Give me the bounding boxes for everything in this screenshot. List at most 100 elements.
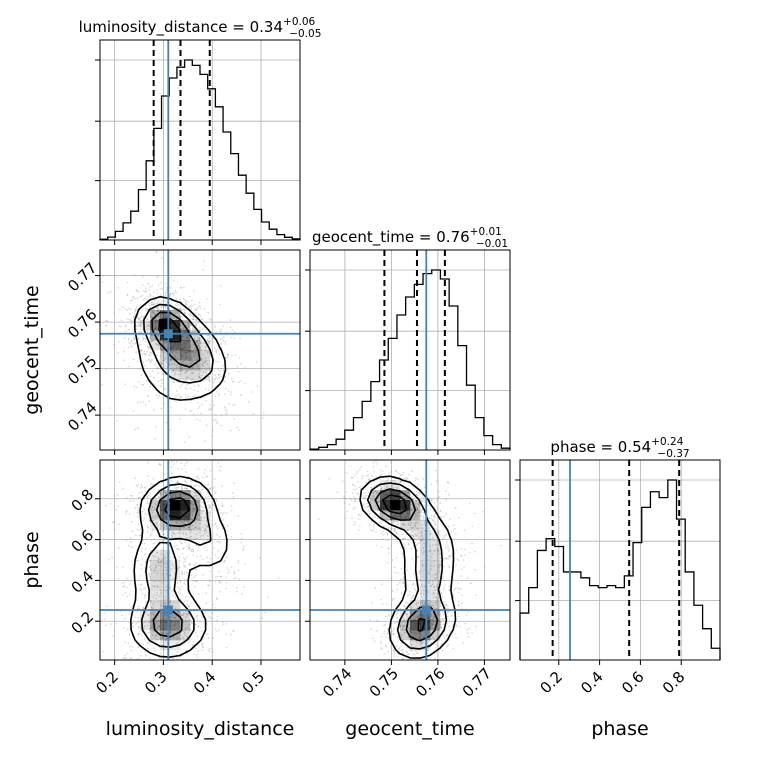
scatter-point <box>403 604 406 607</box>
scatter-point <box>180 396 182 399</box>
scatter-point <box>137 511 140 514</box>
scatter-point <box>197 337 199 339</box>
scatter-point <box>153 291 155 293</box>
scatter-point <box>346 472 348 475</box>
scatter-point <box>187 301 189 303</box>
scatter-point <box>208 409 211 411</box>
scatter-point <box>164 294 167 297</box>
scatter-point <box>369 529 372 531</box>
scatter-point <box>165 300 167 303</box>
scatter-point <box>172 294 175 297</box>
scatter-point <box>172 565 174 567</box>
scatter-point <box>192 508 194 510</box>
scatter-point <box>179 540 182 543</box>
scatter-point <box>180 287 182 289</box>
scatter-point <box>128 594 131 596</box>
scatter-point <box>198 334 200 337</box>
scatter-point <box>158 496 160 499</box>
scatter-point <box>93 374 95 376</box>
scatter-point <box>218 541 220 543</box>
scatter-point <box>126 652 128 655</box>
scatter-point <box>161 632 163 634</box>
scatter-point <box>151 606 153 609</box>
scatter-point <box>195 518 198 520</box>
scatter-point <box>191 372 193 374</box>
scatter-point <box>403 477 406 480</box>
scatter-point <box>130 340 133 343</box>
scatter-point <box>447 611 450 613</box>
scatter-point <box>165 632 168 635</box>
scatter-point <box>442 588 445 591</box>
scatter-point <box>176 307 179 310</box>
density-cell <box>170 340 181 351</box>
scatter-point <box>174 289 176 292</box>
scatter-point <box>435 635 437 637</box>
scatter-point <box>445 498 448 501</box>
scatter-point <box>208 340 210 343</box>
scatter-point <box>165 598 167 601</box>
scatter-point <box>138 331 141 334</box>
scatter-point <box>383 630 386 633</box>
scatter-point <box>177 548 179 550</box>
scatter-point <box>139 320 142 323</box>
scatter-point <box>154 665 156 667</box>
scatter-point <box>137 290 139 293</box>
scatter-point <box>210 617 213 619</box>
scatter-point <box>409 631 412 633</box>
scatter-point <box>205 524 207 526</box>
scatter-point <box>392 641 395 643</box>
scatter-point <box>168 529 171 532</box>
scatter-point <box>394 481 396 484</box>
density-cell <box>430 540 441 551</box>
scatter-point <box>160 493 162 496</box>
scatter-point <box>436 566 439 568</box>
scatter-point <box>393 655 396 658</box>
scatter-point <box>264 611 267 614</box>
scatter-point <box>412 526 415 529</box>
scatter-point <box>132 330 135 333</box>
scatter-point <box>169 294 171 297</box>
scatter-point <box>422 599 424 602</box>
scatter-point <box>117 505 119 508</box>
scatter-point <box>152 303 155 305</box>
scatter-point <box>428 517 430 520</box>
scatter-point <box>196 363 198 366</box>
scatter-point <box>395 469 397 472</box>
scatter-point <box>406 651 408 653</box>
scatter-point <box>149 316 152 318</box>
scatter-point <box>135 308 137 311</box>
scatter-point <box>171 489 173 492</box>
scatter-point <box>210 393 213 395</box>
scatter-point <box>144 297 146 300</box>
scatter-point <box>207 500 209 502</box>
scatter-point <box>191 524 193 527</box>
scatter-point <box>406 529 409 532</box>
scatter-point <box>177 612 180 615</box>
scatter-point <box>190 511 193 513</box>
scatter-point <box>392 629 395 631</box>
scatter-point <box>171 309 174 312</box>
scatter-point <box>192 550 194 552</box>
scatter-point <box>217 373 220 376</box>
scatter-point <box>200 505 203 508</box>
scatter-point <box>363 492 366 494</box>
scatter-point <box>267 596 269 599</box>
scatter-point <box>175 481 178 483</box>
scatter-point <box>182 546 185 549</box>
scatter-point <box>228 569 230 571</box>
scatter-point <box>178 556 181 558</box>
scatter-point <box>368 491 370 494</box>
scatter-point <box>102 650 105 653</box>
scatter-point <box>431 580 434 582</box>
scatter-point <box>421 534 423 537</box>
scatter-point <box>373 523 375 526</box>
scatter-point <box>184 627 187 630</box>
scatter-point <box>431 618 434 621</box>
scatter-point <box>233 570 236 572</box>
scatter-point <box>204 529 206 532</box>
density-cell <box>160 640 171 651</box>
scatter-point <box>184 566 187 568</box>
scatter-point <box>395 531 398 534</box>
scatter-point <box>180 494 182 497</box>
scatter-point <box>380 516 383 518</box>
